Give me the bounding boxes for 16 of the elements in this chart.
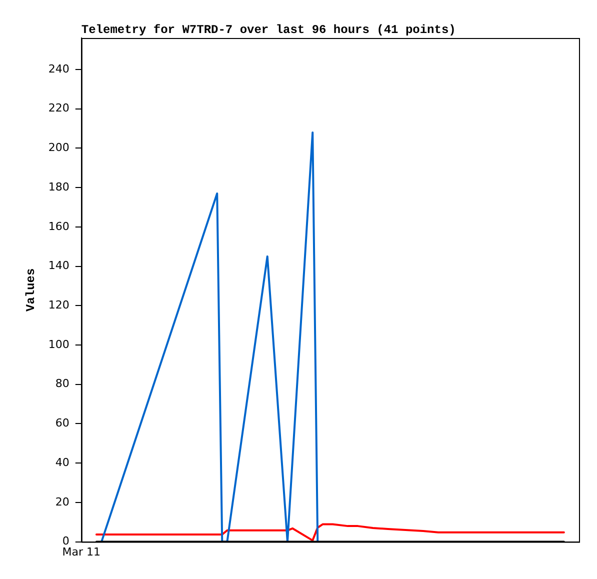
y-tick-label: 180 <box>48 180 70 194</box>
y-tick-label: 40 <box>55 456 70 469</box>
y-tick-label: 240 <box>48 62 70 76</box>
y-tick-label: 20 <box>55 495 70 508</box>
chart-title: Telemetry for W7TRD-7 over last 96 hours (41 points) <box>81 23 456 38</box>
x-tick-label: Mar 11 <box>62 545 101 558</box>
y-tick-label: 0 <box>62 534 70 548</box>
y-tick-label: 80 <box>55 377 70 390</box>
y-tick-label: 160 <box>48 220 70 233</box>
y-tick-label: 200 <box>48 141 70 154</box>
y-tick-label: 60 <box>55 416 70 430</box>
y-tick-label: 100 <box>48 338 70 351</box>
y-tick-label: 120 <box>48 298 70 312</box>
y-axis-title: Values <box>24 268 38 312</box>
y-tick-label: 140 <box>48 259 70 272</box>
y-tick-label: 220 <box>48 102 70 115</box>
